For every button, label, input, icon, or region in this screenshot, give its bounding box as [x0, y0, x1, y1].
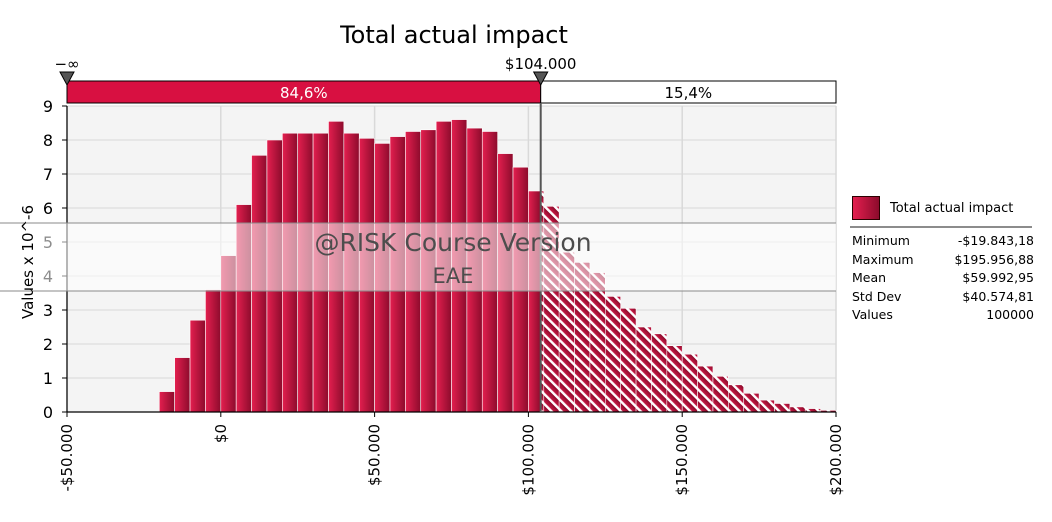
- x-tick-label: -$50.000: [58, 424, 76, 491]
- histogram-bar: [789, 406, 806, 413]
- statistic-label: Std Dev: [852, 288, 902, 304]
- left-delimiter-handle[interactable]: [59, 71, 75, 87]
- y-tick-label: 8: [43, 131, 53, 150]
- histogram-bar: [774, 403, 791, 413]
- histogram-bar: [697, 365, 714, 413]
- right-percent-label: 15,4%: [665, 84, 713, 102]
- axes: 0123456789-$50.000$0$50.000$100.000$150.…: [43, 97, 845, 496]
- statistics-row: Values 100000: [852, 306, 1034, 325]
- y-tick-label: 3: [43, 301, 53, 320]
- y-axis-label: Values x 10^-6: [19, 205, 37, 319]
- histogram-bar: [620, 307, 637, 413]
- right-delimiter-value: $104.000: [505, 55, 577, 73]
- statistic-value: 100000: [986, 307, 1034, 322]
- y-tick-label: 6: [43, 199, 53, 218]
- right-region-bar[interactable]: [540, 80, 837, 104]
- legend-entry: Total actual impact: [848, 194, 1032, 222]
- statistics-row: Maximum $195.956,88: [852, 251, 1034, 270]
- statistics-row: Minimum -$19.843,18: [852, 232, 1034, 251]
- statistic-value: -$19.843,18: [957, 233, 1034, 248]
- x-tick-label: $0: [212, 424, 230, 443]
- y-tick-label: 1: [43, 369, 53, 388]
- watermark-band: [0, 223, 836, 291]
- statistic-value: $195.956,88: [954, 251, 1034, 267]
- legend-label: Total actual impact: [890, 200, 1014, 216]
- legend-divider: [850, 226, 1032, 228]
- statistics-table: Minimum -$19.843,18 Maximum $195.956,88 Mean…: [852, 232, 1034, 325]
- histogram-bar: [589, 272, 606, 413]
- left-percent-label: 84,6%: [280, 84, 328, 102]
- y-tick-label: 2: [43, 335, 53, 354]
- histogram-bar: [681, 353, 698, 413]
- histogram-bar: [205, 289, 222, 413]
- statistic-value: $59.992,95: [962, 270, 1034, 285]
- histogram-bar: [189, 319, 206, 413]
- chart-title: Total actual impact: [339, 21, 568, 49]
- x-tick-label: $50.000: [366, 424, 384, 486]
- histogram-bar: [158, 391, 175, 413]
- y-tick-label: 9: [43, 97, 53, 116]
- histogram-bar: [174, 357, 191, 413]
- y-tick-label: 0: [43, 403, 53, 422]
- histogram-bar: [758, 399, 775, 413]
- watermark: @RISK Course Version EAE: [0, 222, 836, 292]
- y-tick-label: 7: [43, 165, 53, 184]
- histogram-bar: [743, 392, 760, 413]
- right-delimiter-handle[interactable]: [532, 71, 549, 87]
- histogram-bar: [604, 296, 621, 413]
- histogram-bar: [635, 326, 652, 413]
- x-tick-label: $100.000: [519, 424, 537, 496]
- watermark-line-2: EAE: [433, 264, 474, 288]
- statistic-label: Values: [852, 307, 893, 322]
- watermark-line-1: @RISK Course Version: [314, 228, 591, 257]
- histogram-bar: [651, 333, 668, 413]
- statistic-label: Maximum: [852, 251, 914, 267]
- legend: Total actual impact Minimum -$19.843,18 Ma…: [848, 194, 1034, 325]
- statistic-label: Mean: [852, 270, 887, 285]
- histogram-bar: [712, 375, 729, 413]
- statistic-label: Minimum: [852, 233, 910, 248]
- delimiter-bar[interactable]: 84,6% 15,4% −∞ $104.000: [54, 55, 837, 412]
- x-tick-label: $150.000: [673, 424, 691, 496]
- x-tick-label: $200.000: [827, 424, 845, 496]
- left-delimiter-value: −∞: [54, 55, 79, 73]
- statistic-value: $40.574,81: [962, 288, 1034, 304]
- histogram-bar: [728, 384, 745, 413]
- statistics-row: Std Dev $40.574,81: [852, 288, 1034, 307]
- statistics-row: Mean $59.992,95: [852, 269, 1034, 288]
- legend-swatch: [852, 196, 880, 220]
- histogram-bar: [666, 345, 683, 413]
